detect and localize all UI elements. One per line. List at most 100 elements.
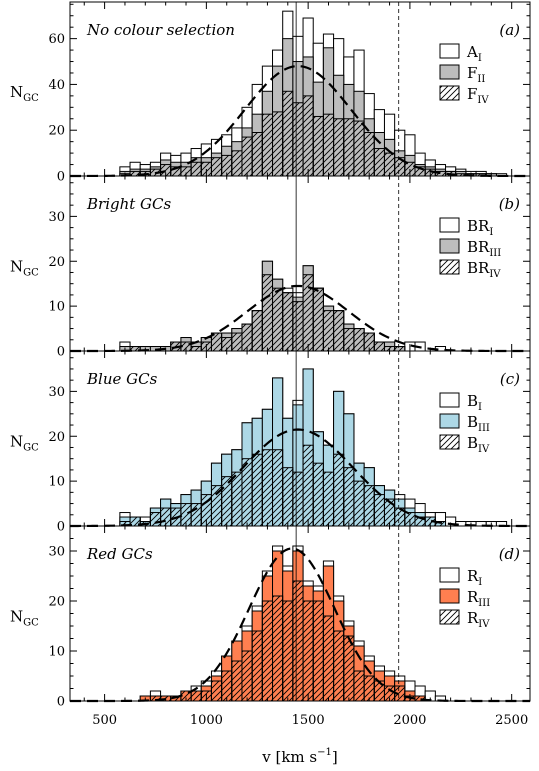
bar-d-2-22 (343, 635, 355, 702)
series-d-2 (149, 580, 426, 702)
bar-d-2-14 (261, 600, 274, 702)
legend-label-d-0: RI (467, 567, 482, 588)
legend-label-a-2: FIV (467, 85, 489, 106)
axis-labels: v [km s−1] (261, 747, 337, 766)
xtick-label: 2500 (495, 713, 528, 728)
ytick-label-c: 10 (48, 475, 65, 490)
ytick-label-d: 30 (48, 545, 65, 560)
bar-b-2-18 (302, 274, 314, 352)
bar-c-2-17 (292, 471, 304, 527)
ytick-label-c: 30 (48, 385, 65, 400)
bar-c-2-14 (261, 449, 274, 527)
bar-b-2-25 (373, 341, 385, 352)
bar-a-2-11 (231, 150, 243, 177)
ytick-label-b: 30 (48, 210, 65, 225)
panel-title-c: Blue GCs (86, 370, 158, 388)
bar-d-2-12 (241, 650, 253, 702)
bar-d-2-23 (353, 670, 365, 702)
bar-c-2-3 (149, 512, 162, 527)
legend-label-c-0: BI (467, 392, 482, 413)
gaussian-fit-b (70, 284, 530, 353)
panel-title-a: No colour selection (86, 21, 235, 39)
bar-b-2-11 (231, 332, 243, 352)
ytick-label-a: 40 (48, 78, 65, 93)
legend-label-d-2: RIV (467, 609, 490, 630)
legend-swatch-a-0 (439, 43, 460, 59)
xtick-label: 1500 (292, 713, 325, 728)
bar-c-2-25 (373, 494, 385, 527)
bar-c-2-19 (312, 462, 324, 527)
bar-b-2-15 (272, 287, 284, 352)
bar-d-2-19 (312, 600, 324, 702)
bar-c-2-22 (343, 467, 355, 527)
bar-a-2-23 (353, 120, 365, 177)
gaussian-fit-c (70, 428, 531, 528)
series-b-2 (129, 274, 406, 352)
bar-c-2-11 (231, 471, 243, 527)
legend-label-b-0: BRI (467, 217, 493, 238)
legend-swatch-b-2 (439, 259, 460, 275)
bar-d-2-17 (292, 580, 304, 702)
bar-a-2-25 (373, 148, 385, 177)
legend-label-a-0: AI (466, 43, 482, 64)
bar-a-2-15 (272, 111, 284, 177)
ytick-label-a: 20 (48, 124, 65, 139)
bar-d-2-13 (251, 630, 263, 702)
series-c-2 (119, 444, 447, 527)
bar-a-2-17 (292, 102, 304, 177)
bar-c-2-20 (322, 471, 335, 527)
bar-c-2-7 (190, 503, 202, 527)
legend-swatch-c-2 (439, 434, 460, 450)
legend-swatch-d-1 (439, 588, 460, 604)
bar-b-2-20 (322, 310, 335, 352)
ytick-label-d: 20 (48, 595, 65, 610)
bar-d-2-15 (272, 595, 284, 702)
panel-letter-b: (b) (499, 195, 520, 213)
bar-b-2-12 (241, 323, 253, 352)
bar-c-2-10 (221, 476, 233, 527)
bar-c-2-18 (302, 444, 314, 527)
bar-d-2-18 (302, 600, 314, 702)
y-axis-label-d: NGC (10, 608, 39, 629)
legend-swatch-b-1 (439, 238, 460, 254)
bar-d-2-11 (231, 660, 243, 702)
bar-a-2-9 (210, 157, 223, 177)
bar-c-2-21 (333, 453, 345, 527)
bar-d-2-24 (363, 675, 375, 702)
panel-title-b: Bright GCs (86, 195, 172, 213)
bar-b-2-7 (190, 346, 202, 352)
legend-swatch-b-0 (439, 217, 460, 233)
bar-a-2-19 (312, 115, 324, 177)
legend-swatch-d-0 (439, 567, 460, 583)
bar-b-2-23 (353, 328, 365, 352)
legend-label-b-1: BRIII (467, 238, 501, 259)
legend-swatch-d-2 (439, 609, 460, 625)
legend-label-d-1: RIII (467, 588, 490, 609)
legend-swatch-a-2 (439, 85, 460, 101)
ytick-label-c: 0 (57, 520, 65, 535)
bar-c-2-16 (282, 467, 294, 527)
bar-d-2-10 (221, 670, 233, 702)
panel-title-d: Red GCs (86, 545, 153, 563)
gaussian-fit-a (70, 65, 530, 178)
legend-swatch-c-0 (439, 392, 460, 408)
ytick-label-a: 0 (57, 170, 65, 185)
panel-letter-c: (c) (500, 370, 520, 388)
bar-a-2-18 (302, 95, 314, 177)
bar-c-2-15 (272, 449, 284, 527)
ytick-label-d: 10 (48, 645, 65, 660)
xtick-label: 500 (92, 713, 117, 728)
ytick-label-b: 0 (57, 345, 65, 360)
ytick-label-b: 20 (48, 255, 65, 270)
y-axis-label-b: NGC (10, 258, 39, 279)
legend-swatch-a-1 (439, 64, 460, 80)
bar-a-2-12 (241, 136, 253, 177)
ytick-label-d: 0 (57, 695, 65, 710)
x-axis-label: v [km s−1] (261, 747, 337, 766)
y-axis-label-c: NGC (10, 433, 39, 454)
bar-c-2-24 (363, 485, 375, 527)
bar-d-2-21 (333, 630, 345, 702)
